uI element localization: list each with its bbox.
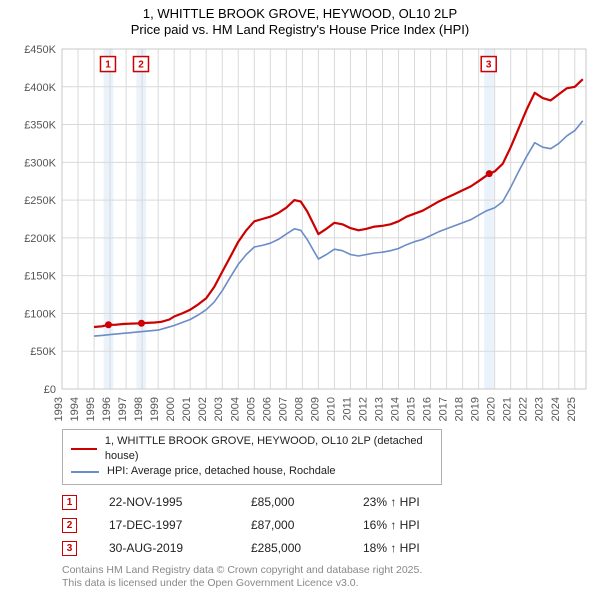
svg-text:2005: 2005 xyxy=(245,397,257,421)
title-line1: 1, WHITTLE BROOK GROVE, HEYWOOD, OL10 2L… xyxy=(8,6,592,22)
svg-text:2024: 2024 xyxy=(550,397,562,421)
legend-label: 1, WHITTLE BROOK GROVE, HEYWOOD, OL10 2L… xyxy=(105,434,433,465)
svg-text:1996: 1996 xyxy=(101,397,113,421)
svg-text:2017: 2017 xyxy=(438,397,450,421)
svg-text:3: 3 xyxy=(486,59,492,70)
svg-text:2023: 2023 xyxy=(534,397,546,421)
legend: 1, WHITTLE BROOK GROVE, HEYWOOD, OL10 2L… xyxy=(62,429,442,485)
legend-item: 1, WHITTLE BROOK GROVE, HEYWOOD, OL10 2L… xyxy=(71,434,433,465)
marker-date: 22-NOV-1995 xyxy=(109,495,219,509)
svg-text:1: 1 xyxy=(105,59,111,70)
svg-text:2006: 2006 xyxy=(261,397,273,421)
table-row: 2 17-DEC-1997 £87,000 16% ↑ HPI xyxy=(62,518,592,533)
svg-text:£0: £0 xyxy=(44,384,56,396)
svg-text:£100K: £100K xyxy=(24,308,56,320)
svg-text:£350K: £350K xyxy=(24,119,56,131)
marker-table: 1 22-NOV-1995 £85,000 23% ↑ HPI 2 17-DEC… xyxy=(62,495,592,556)
marker-date: 17-DEC-1997 xyxy=(109,518,219,532)
svg-text:£150K: £150K xyxy=(24,270,56,282)
legend-swatch xyxy=(71,448,97,450)
legend-swatch xyxy=(71,471,99,473)
legend-item: HPI: Average price, detached house, Roch… xyxy=(71,464,433,479)
svg-text:1998: 1998 xyxy=(133,397,145,421)
svg-text:£50K: £50K xyxy=(30,346,56,358)
chart-container: { "title": { "line1": "1, WHITTLE BROOK … xyxy=(0,0,600,596)
svg-text:1993: 1993 xyxy=(53,397,65,421)
svg-text:2000: 2000 xyxy=(165,397,177,421)
svg-text:1994: 1994 xyxy=(69,397,81,421)
marker-price: £85,000 xyxy=(251,495,331,509)
svg-text:2021: 2021 xyxy=(502,397,514,421)
footer-line2: This data is licensed under the Open Gov… xyxy=(62,577,592,590)
chart-svg: £0 £50K £100K £150K £200K £250K £300K £350K £400… xyxy=(8,43,592,423)
svg-text:2008: 2008 xyxy=(293,397,305,421)
svg-text:2022: 2022 xyxy=(518,397,530,421)
marker-hpi: 18% ↑ HPI xyxy=(363,541,453,555)
svg-text:2016: 2016 xyxy=(422,397,434,421)
title-line2: Price paid vs. HM Land Registry's House … xyxy=(8,22,592,38)
marker-price: £285,000 xyxy=(251,541,331,555)
svg-text:2018: 2018 xyxy=(454,397,466,421)
legend-label: HPI: Average price, detached house, Roch… xyxy=(107,464,336,479)
line-chart: £0 £50K £100K £150K £200K £250K £300K £350K £400… xyxy=(8,43,592,423)
svg-text:2015: 2015 xyxy=(406,397,418,421)
svg-text:2014: 2014 xyxy=(390,397,402,421)
svg-text:2003: 2003 xyxy=(213,397,225,421)
svg-text:£250K: £250K xyxy=(24,195,56,207)
svg-text:£200K: £200K xyxy=(24,232,56,244)
svg-text:2020: 2020 xyxy=(486,397,498,421)
svg-text:2002: 2002 xyxy=(197,397,209,421)
svg-text:2007: 2007 xyxy=(277,397,289,421)
table-row: 3 30-AUG-2019 £285,000 18% ↑ HPI xyxy=(62,541,592,556)
svg-text:2010: 2010 xyxy=(325,397,337,421)
marker-date: 30-AUG-2019 xyxy=(109,541,219,555)
svg-text:1999: 1999 xyxy=(149,397,161,421)
svg-text:2004: 2004 xyxy=(229,397,241,421)
table-row: 1 22-NOV-1995 £85,000 23% ↑ HPI xyxy=(62,495,592,510)
svg-text:2009: 2009 xyxy=(309,397,321,421)
svg-text:1997: 1997 xyxy=(117,397,129,421)
svg-text:2001: 2001 xyxy=(181,397,193,421)
svg-text:2: 2 xyxy=(138,59,144,70)
svg-text:2011: 2011 xyxy=(341,397,353,421)
svg-text:£450K: £450K xyxy=(24,44,56,56)
marker-hpi: 23% ↑ HPI xyxy=(363,495,453,509)
svg-text:£300K: £300K xyxy=(24,157,56,169)
svg-text:2019: 2019 xyxy=(470,397,482,421)
svg-text:2025: 2025 xyxy=(566,397,578,421)
svg-text:2012: 2012 xyxy=(357,397,369,421)
marker-price: £87,000 xyxy=(251,518,331,532)
marker-badge: 2 xyxy=(62,518,77,533)
footer-attribution: Contains HM Land Registry data © Crown c… xyxy=(62,564,592,590)
marker-hpi: 16% ↑ HPI xyxy=(363,518,453,532)
footer-line1: Contains HM Land Registry data © Crown c… xyxy=(62,564,592,577)
svg-text:£400K: £400K xyxy=(24,81,56,93)
svg-text:2013: 2013 xyxy=(373,397,385,421)
svg-text:1995: 1995 xyxy=(85,397,97,421)
chart-title: 1, WHITTLE BROOK GROVE, HEYWOOD, OL10 2L… xyxy=(8,6,592,39)
marker-badge: 3 xyxy=(62,541,77,556)
marker-badge: 1 xyxy=(62,495,77,510)
